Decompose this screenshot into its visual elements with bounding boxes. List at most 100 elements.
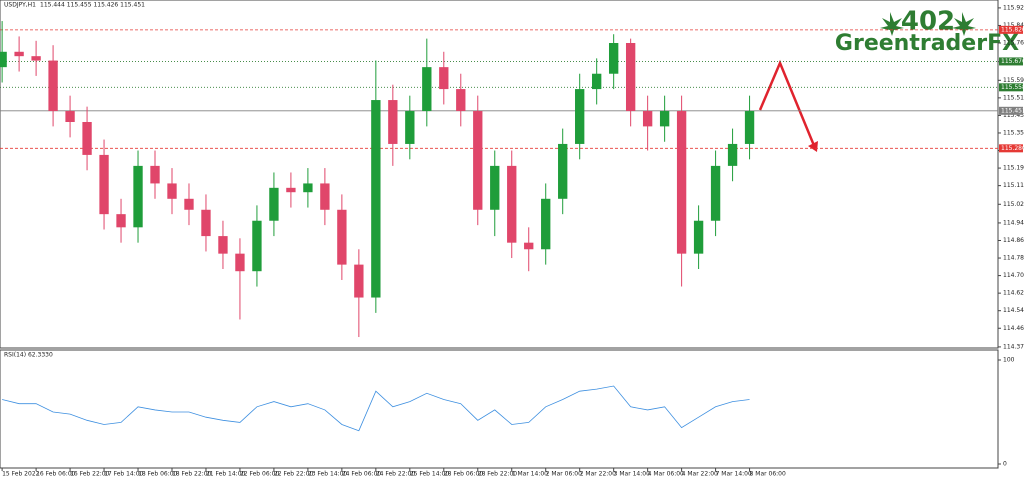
y-tick-label: 115.840 — [1003, 22, 1024, 29]
x-tick-label: 24 Feb 06:00 — [342, 471, 382, 478]
x-tick-label: 4 Mar 06:00 — [648, 471, 684, 478]
level-box — [999, 106, 1023, 115]
x-tick-label: 16 Feb 06:00 — [36, 471, 76, 478]
candle-body — [422, 67, 432, 112]
candle-body — [541, 198, 551, 250]
candle-body — [625, 43, 636, 112]
rsi-panel — [0, 349, 999, 469]
level-label: 115.451 — [1001, 107, 1024, 114]
candle-body — [269, 187, 279, 221]
x-tick-label: 22 Feb 22:00 — [274, 471, 314, 478]
candle-body — [744, 111, 755, 144]
x-tick-label: 7 Mar 14:00 — [716, 471, 752, 478]
candle-body — [14, 51, 24, 57]
rsi-line — [2, 385, 750, 432]
x-tick-label: 23 Feb 14:00 — [308, 471, 348, 478]
y-tick-label: 115.025 — [1003, 201, 1024, 208]
watermark-number: 402 — [901, 7, 955, 37]
candle-body — [286, 187, 296, 193]
y-tick-label: 114.620 — [1003, 290, 1024, 297]
level-box — [999, 25, 1023, 34]
x-tick-label: 28 Feb 06:00 — [444, 471, 484, 478]
y-tick-label: 115.510 — [1003, 94, 1024, 101]
candle-body — [693, 220, 704, 254]
candle-body — [184, 198, 194, 210]
rsi-tick-label: 0 — [1003, 461, 1007, 468]
leaf-icon — [880, 12, 904, 36]
candle-body — [354, 264, 364, 298]
candle-body — [31, 56, 41, 61]
candle-body — [235, 253, 245, 272]
candle-body — [252, 220, 262, 272]
candle-body — [388, 100, 398, 144]
y-tick-label: 115.920 — [1003, 4, 1024, 11]
candle-body — [116, 214, 126, 228]
candle-body — [201, 209, 211, 237]
symbol: USDJPY,H1 — [4, 2, 36, 9]
x-tick-label: 1 Mar 14:00 — [512, 471, 548, 478]
candle-body — [371, 100, 381, 298]
level-label: 115.558 — [1001, 84, 1024, 91]
y-tick-label: 115.110 — [1003, 182, 1024, 189]
y-tick-label: 115.430 — [1003, 112, 1024, 119]
candle-body — [65, 111, 75, 122]
level-label: 115.280 — [1001, 145, 1024, 152]
level-box — [999, 83, 1023, 92]
y-tick-label: 115.590 — [1003, 77, 1024, 84]
x-tick-label: 17 Feb 14:00 — [104, 471, 144, 478]
level-box — [999, 57, 1023, 66]
level-label: 115.820 — [1001, 26, 1024, 33]
candle-body — [337, 209, 347, 265]
candle-body — [608, 43, 619, 74]
leaf-icon — [952, 12, 976, 36]
x-tick-label: 22 Feb 06:00 — [240, 471, 280, 478]
candle-body — [473, 111, 483, 210]
y-tick-label: 114.940 — [1003, 219, 1024, 226]
x-tick-label: 15 Feb 2022 — [2, 471, 40, 478]
x-tick-label: 18 Feb 06:00 — [138, 471, 178, 478]
y-tick-label: 114.540 — [1003, 307, 1024, 314]
candle-body — [48, 60, 58, 112]
candle-body — [150, 165, 160, 184]
y-tick-label: 114.780 — [1003, 255, 1024, 262]
candle-body — [218, 236, 228, 254]
candle-body — [490, 165, 500, 210]
candle-body — [727, 143, 738, 166]
x-tick-label: 8 Mar 06:00 — [750, 471, 786, 478]
x-tick-label: 2 Mar 22:00 — [580, 471, 616, 478]
x-tick-label: 21 Feb 14:00 — [206, 471, 246, 478]
candle-body — [575, 89, 585, 144]
candle-body — [710, 165, 721, 221]
candle-body — [439, 67, 449, 90]
quote: 115.444 115.455 115.426 115.451 — [40, 2, 145, 9]
candle-body — [676, 111, 687, 254]
y-tick-label: 114.860 — [1003, 237, 1024, 244]
candle-body — [133, 165, 143, 228]
level-box — [999, 144, 1023, 153]
x-tick-label: 4 Mar 22:00 — [682, 471, 718, 478]
candle-body — [592, 73, 602, 90]
candle-body — [0, 51, 7, 68]
y-tick-label: 114.460 — [1003, 325, 1024, 332]
candle-body — [456, 89, 466, 112]
forecast-arrow — [758, 59, 817, 149]
candle-body — [558, 143, 568, 199]
x-tick-label: 28 Feb 22:00 — [478, 471, 518, 478]
x-tick-label: 24 Feb 22:00 — [376, 471, 416, 478]
y-tick-label: 115.190 — [1003, 165, 1024, 172]
level-label: 115.676 — [1001, 58, 1024, 65]
candle-body — [405, 111, 415, 144]
candle-body — [320, 183, 330, 210]
y-tick-label: 115.760 — [1003, 40, 1024, 47]
candle-body — [167, 183, 177, 199]
watermark: 402 GreentraderFX — [835, 7, 1019, 57]
y-tick-label: 114.375 — [1003, 343, 1024, 350]
rsi-tick-label: 100 — [1003, 357, 1015, 364]
x-tick-label: 16 Feb 22:00 — [70, 471, 110, 478]
x-tick-label: 25 Feb 14:00 — [410, 471, 450, 478]
y-tick-label: 115.350 — [1003, 129, 1024, 136]
x-tick-label: 18 Feb 22:00 — [172, 471, 212, 478]
candle-body — [507, 165, 517, 243]
watermark-name: GreentraderFX — [835, 31, 1019, 56]
